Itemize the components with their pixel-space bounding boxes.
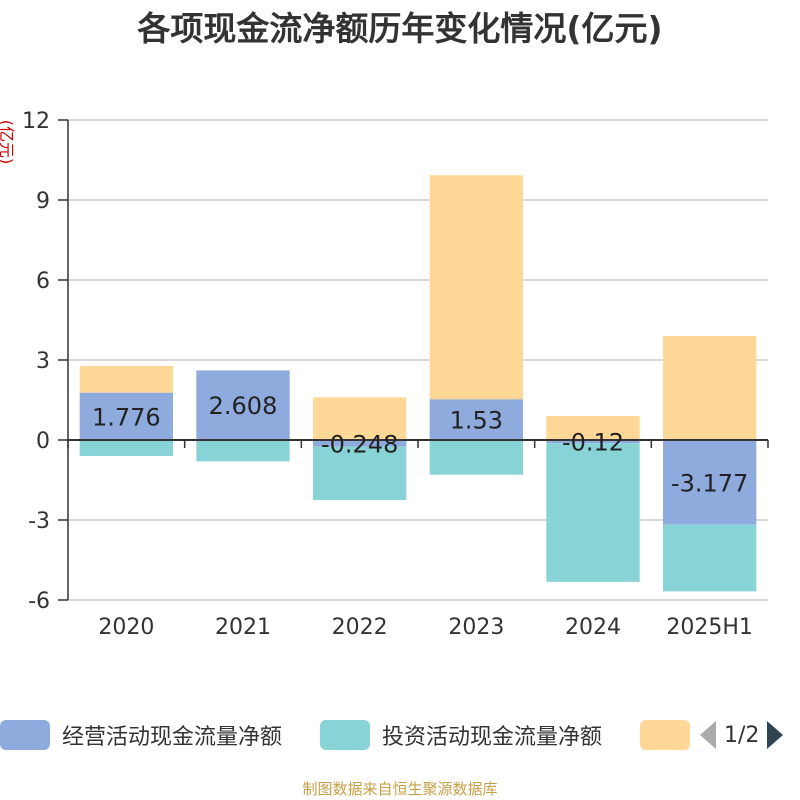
legend-item-operating[interactable]: 经营活动现金流量净额 <box>0 718 282 752</box>
x-tick-label: 2020 <box>98 615 154 640</box>
x-tick-label: 2023 <box>448 615 504 640</box>
bar-layer <box>79 175 757 592</box>
legend-label-investing: 投资活动现金流量净额 <box>382 725 603 750</box>
bar-series-0-2024[interactable] <box>546 440 640 444</box>
bar-series-2-2024[interactable] <box>546 416 640 440</box>
bar-series-1-2022[interactable] <box>313 446 407 500</box>
legend-page-number: 1/2 <box>724 722 760 748</box>
y-tick-label: 3 <box>36 349 50 374</box>
y-tick-label: 0 <box>36 429 50 454</box>
chart-title: 各项现金流净额历年变化情况(亿元) <box>137 9 663 48</box>
data-label: -3.177 <box>671 469 748 497</box>
data-label: 2.608 <box>209 392 278 420</box>
bar-series-2-2022[interactable] <box>313 397 407 440</box>
grid-layer <box>68 119 768 601</box>
axis-layer: -6 -3 0 3 6 9 12 2020 2021 2022 2023 2024 2025H1 <box>22 109 769 640</box>
legend-swatch-operating <box>0 720 50 750</box>
next-page-icon[interactable] <box>767 721 784 749</box>
y-tick-label: -3 <box>28 509 50 534</box>
y-tick-label: 9 <box>36 189 50 214</box>
y-tick-label: 12 <box>22 109 50 134</box>
bar-series-0-2020[interactable] <box>79 392 173 440</box>
bar-series-2-2020[interactable] <box>79 365 173 393</box>
legend: 经营活动现金流量净额 投资活动现金流量净额 <box>0 718 800 752</box>
bar-series-1-2025H1[interactable] <box>663 524 757 592</box>
bar-series-1-2020[interactable] <box>79 440 173 456</box>
y-tick-label: 6 <box>36 269 50 294</box>
legend-item-financing[interactable] <box>640 718 702 752</box>
bar-series-0-2025H1[interactable] <box>663 440 757 525</box>
bar-series-0-2023[interactable] <box>429 399 523 440</box>
legend-item-investing[interactable]: 投资活动现金流量净额 <box>320 718 602 752</box>
bar-series-2-2023[interactable] <box>429 175 523 400</box>
data-source: 制图数据来自恒生聚源数据库 <box>302 780 498 798</box>
y-tick-label: -6 <box>28 589 50 614</box>
legend-swatch-investing <box>320 720 370 750</box>
x-tick-label: 2025H1 <box>666 615 753 640</box>
legend-label-operating: 经营活动现金流量净额 <box>62 725 283 750</box>
x-tick-label: 2022 <box>332 615 388 640</box>
x-tick-label: 2024 <box>565 615 621 640</box>
label-layer: 1.776 2.608 -0.248 1.53 -0.12 -3.177 <box>92 392 748 497</box>
x-tick-label: 2021 <box>215 615 271 640</box>
chart-area: -6 -3 0 3 6 9 12 2020 2021 2022 2023 2024 2025H1 1.7… <box>22 109 769 640</box>
bar-series-2-2025H1[interactable] <box>663 336 757 440</box>
prev-page-icon[interactable] <box>700 721 716 749</box>
bar-series-0-2022[interactable] <box>313 440 407 447</box>
legend-swatch-financing <box>640 720 690 750</box>
bar-series-1-2023[interactable] <box>429 440 523 475</box>
bar-series-1-2021[interactable] <box>196 440 290 462</box>
data-label: 1.776 <box>92 403 161 431</box>
data-label: -0.248 <box>321 430 398 458</box>
bar-series-0-2021[interactable] <box>196 370 290 440</box>
data-label: 1.53 <box>450 407 503 435</box>
bar-series-1-2024[interactable] <box>546 443 640 582</box>
legend-pager: 1/2 <box>700 718 784 752</box>
data-label: -0.12 <box>562 429 624 457</box>
